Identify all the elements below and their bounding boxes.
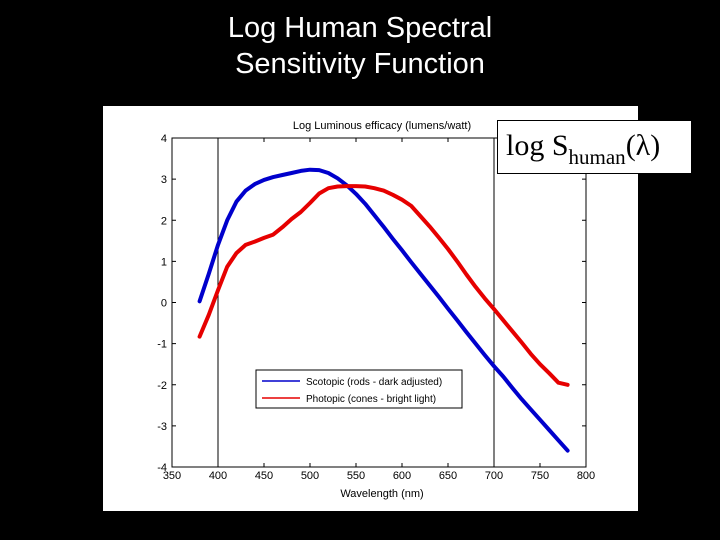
slide-title-line-2: Sensitivity Function [235,48,485,80]
plot-title: Log Luminous efficacy (lumens/watt) [293,120,471,132]
x-tick-label: 600 [393,470,411,482]
equation-label: log Shuman(λ) [497,120,692,174]
x-tick-label: 800 [577,470,595,482]
y-tick-label: -1 [157,339,167,351]
x-tick-label: 350 [163,470,181,482]
equation-lambda: (λ) [625,129,661,162]
y-tick-label: 1 [161,256,167,268]
x-tick-label: 700 [485,470,503,482]
x-tick-label: 750 [531,470,549,482]
y-tick-label: -3 [157,421,167,433]
slide-title-line-1: Log Human Spectral [227,12,493,44]
y-tick-label: 0 [161,298,167,310]
y-tick-label: -4 [157,462,167,474]
x-tick-label: 550 [347,470,365,482]
x-tick-label: 650 [439,470,457,482]
y-tick-label: 2 [161,215,167,227]
legend-label-photopic: Photopic (cones - bright light) [306,394,436,405]
x-tick-label: 400 [209,470,227,482]
equation-log-s: log S [506,129,569,162]
x-tick-label: 500 [301,470,319,482]
legend: Scotopic (rods - dark adjusted) Photopic… [255,369,463,409]
series-line-scotopic [197,167,570,453]
legend-box [255,369,463,409]
x-tick-label: 450 [255,470,273,482]
equation-subscript-human: human [568,145,626,169]
y-tick-label: 4 [161,133,167,145]
y-tick-label: -2 [157,380,167,392]
x-axis-label: Wavelength (nm) [340,488,423,500]
y-tick-label: 3 [161,174,167,186]
slide-title: Log Human Spectral Sensitivity Function [150,10,570,82]
legend-label-scotopic: Scotopic (rods - dark adjusted) [306,377,442,388]
series-line-photopic [197,184,570,387]
